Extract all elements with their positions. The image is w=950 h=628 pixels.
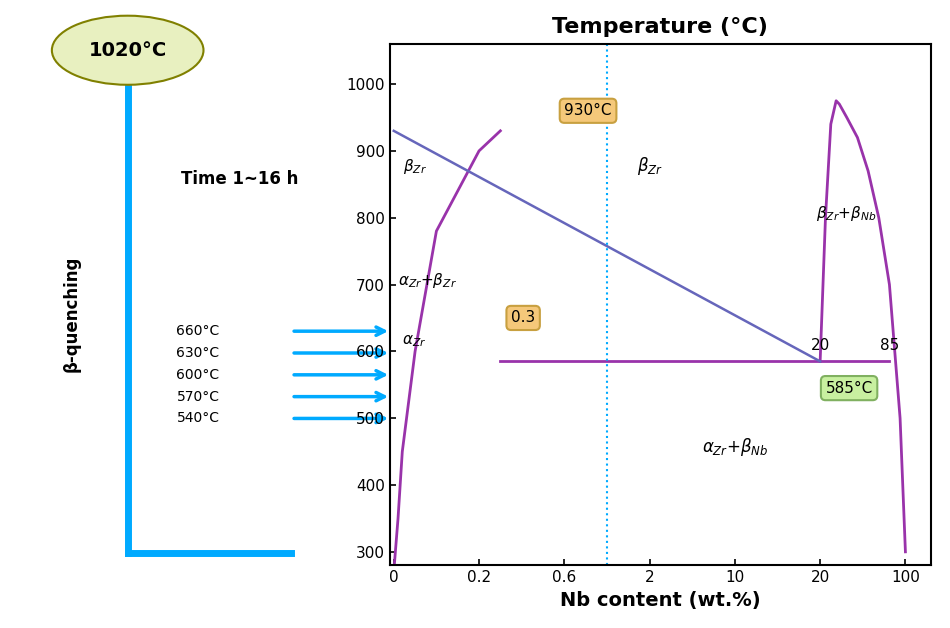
Text: $\beta_{Zr}$+$\beta_{Nb}$: $\beta_{Zr}$+$\beta_{Nb}$ <box>816 203 877 223</box>
Text: β-quenching: β-quenching <box>63 256 81 372</box>
Text: 600°C: 600°C <box>177 368 219 382</box>
Text: $\beta_{Zr}$: $\beta_{Zr}$ <box>403 157 428 176</box>
Text: 20: 20 <box>810 338 829 354</box>
Text: $\beta_{Zr}$: $\beta_{Zr}$ <box>636 155 662 177</box>
Text: 85: 85 <box>880 338 899 354</box>
Text: $\alpha_{Zr}$: $\alpha_{Zr}$ <box>402 333 427 349</box>
Text: $\alpha_{Zr}$+$\beta_{Nb}$: $\alpha_{Zr}$+$\beta_{Nb}$ <box>702 436 768 458</box>
Ellipse shape <box>52 16 203 85</box>
Text: 930°C: 930°C <box>564 103 612 118</box>
Text: $\alpha_{Zr}$+$\beta_{Zr}$: $\alpha_{Zr}$+$\beta_{Zr}$ <box>398 271 457 290</box>
Text: 630°C: 630°C <box>177 346 219 360</box>
X-axis label: Nb content (wt.%): Nb content (wt.%) <box>560 590 761 610</box>
Text: 540°C: 540°C <box>177 411 219 425</box>
Title: Temperature (°C): Temperature (°C) <box>552 17 769 37</box>
Text: Time 1~16 h: Time 1~16 h <box>180 170 298 188</box>
Text: 585°C: 585°C <box>826 381 873 396</box>
Text: 660°C: 660°C <box>176 324 219 338</box>
Text: 570°C: 570°C <box>177 389 219 404</box>
Text: 0.3: 0.3 <box>511 310 535 325</box>
Text: 1020°C: 1020°C <box>88 41 167 60</box>
